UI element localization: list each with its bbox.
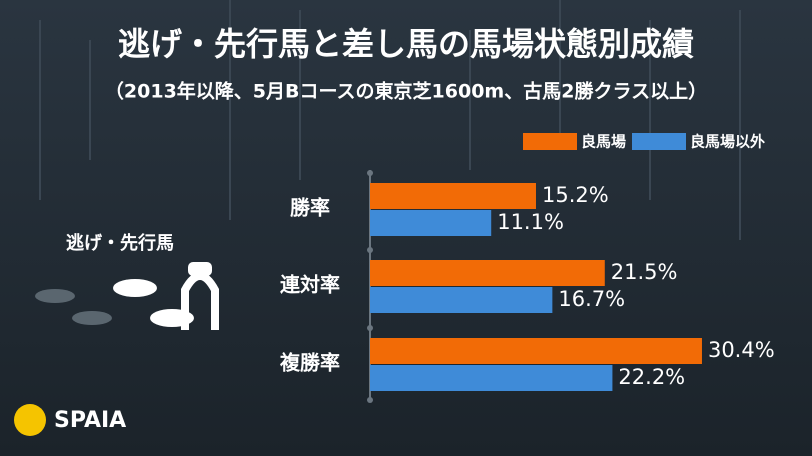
category-label: 複勝率 <box>280 351 340 375</box>
side-label: 逃げ・先行馬 <box>66 232 174 254</box>
axis-dot <box>367 247 373 253</box>
bar <box>370 210 492 236</box>
bar <box>370 183 536 209</box>
value-label: 16.7% <box>558 287 625 311</box>
logo-mark <box>14 404 46 436</box>
value-label: 15.2% <box>542 183 609 207</box>
value-label: 21.5% <box>611 260 678 284</box>
legend-swatch <box>523 133 577 150</box>
axis-dot <box>367 325 373 331</box>
chart-title: 逃げ・先行馬と差し馬の馬場状態別成績 <box>118 25 694 63</box>
bar <box>370 365 613 391</box>
value-label: 11.1% <box>497 210 564 234</box>
axis-dot <box>367 170 373 176</box>
category-label: 連対率 <box>280 273 340 297</box>
category-label: 勝率 <box>290 196 330 220</box>
legend-label: 良馬場以外 <box>690 133 765 151</box>
legend-swatch <box>632 133 686 150</box>
logo-text: SPAIA <box>54 408 126 433</box>
bar <box>370 287 553 313</box>
horse-illustration <box>35 262 219 330</box>
chart-subtitle: （2013年以降、5月Bコースの東京芝1600m、古馬2勝クラス以上） <box>105 80 707 103</box>
axis-dot <box>367 397 373 403</box>
bar <box>370 338 702 364</box>
value-label: 30.4% <box>708 338 775 362</box>
value-label: 22.2% <box>618 365 685 389</box>
legend-label: 良馬場 <box>581 133 626 151</box>
decor-lines <box>39 0 741 240</box>
bar <box>370 260 605 286</box>
